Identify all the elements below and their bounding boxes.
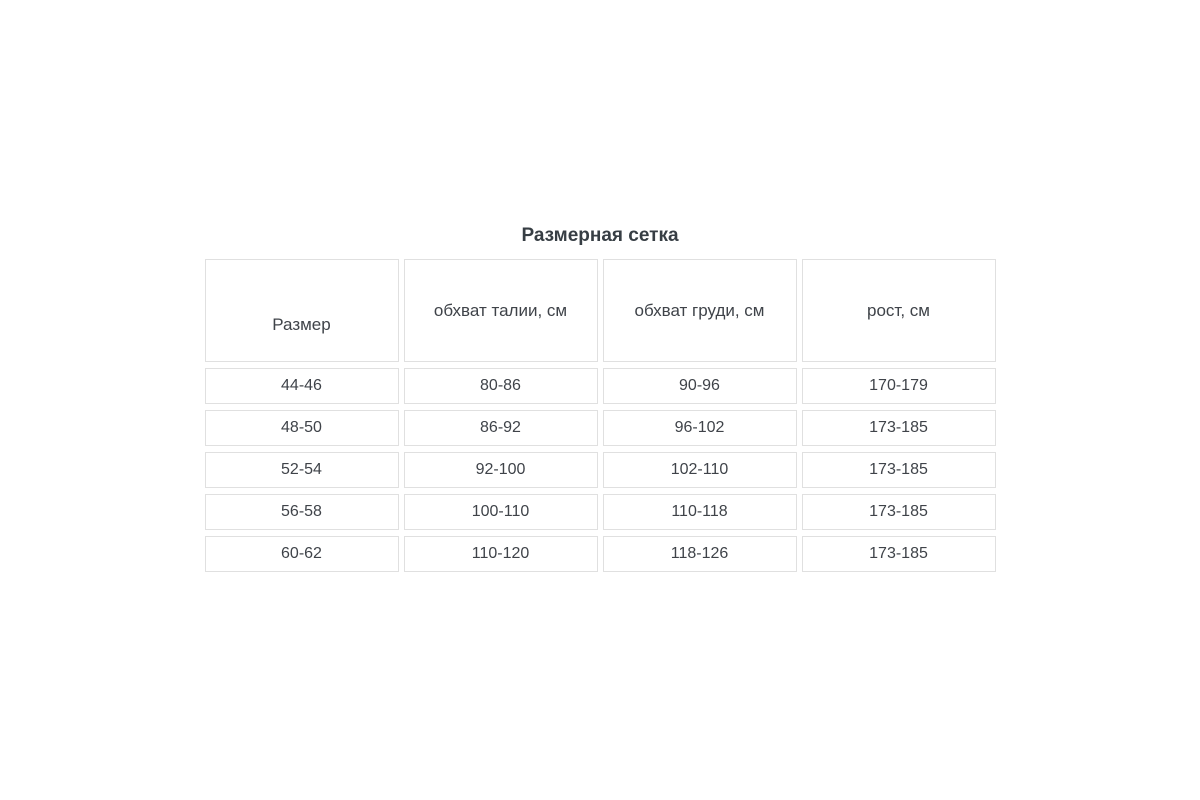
column-header-waist: обхват талии, см <box>403 259 598 362</box>
column-header-chest: обхват груди, см <box>602 259 797 362</box>
table-cell-size: 52-54 <box>204 452 399 488</box>
table-cell-height: 173-185 <box>801 536 996 572</box>
column-header-size: Размер <box>204 259 399 362</box>
size-chart-section: Размерная сетка Размер обхват талии, см … <box>204 0 996 572</box>
table-cell-chest: 96-102 <box>602 410 797 446</box>
table-cell-waist: 86-92 <box>403 410 598 446</box>
table-cell-size: 60-62 <box>204 536 399 572</box>
column-header-height: рост, см <box>801 259 996 362</box>
table-cell-waist: 92-100 <box>403 452 598 488</box>
table-cell-waist: 110-120 <box>403 536 598 572</box>
table-cell-size: 56-58 <box>204 494 399 530</box>
size-table: Размер обхват талии, см обхват груди, см… <box>204 259 996 572</box>
table-cell-size: 44-46 <box>204 368 399 404</box>
table-cell-chest: 102-110 <box>602 452 797 488</box>
table-cell-height: 173-185 <box>801 452 996 488</box>
table-cell-waist: 80-86 <box>403 368 598 404</box>
table-cell-height: 173-185 <box>801 410 996 446</box>
table-cell-size: 48-50 <box>204 410 399 446</box>
table-cell-height: 173-185 <box>801 494 996 530</box>
table-cell-chest: 90-96 <box>602 368 797 404</box>
table-cell-chest: 110-118 <box>602 494 797 530</box>
table-cell-height: 170-179 <box>801 368 996 404</box>
table-cell-waist: 100-110 <box>403 494 598 530</box>
size-chart-title: Размерная сетка <box>521 225 679 246</box>
table-cell-chest: 118-126 <box>602 536 797 572</box>
